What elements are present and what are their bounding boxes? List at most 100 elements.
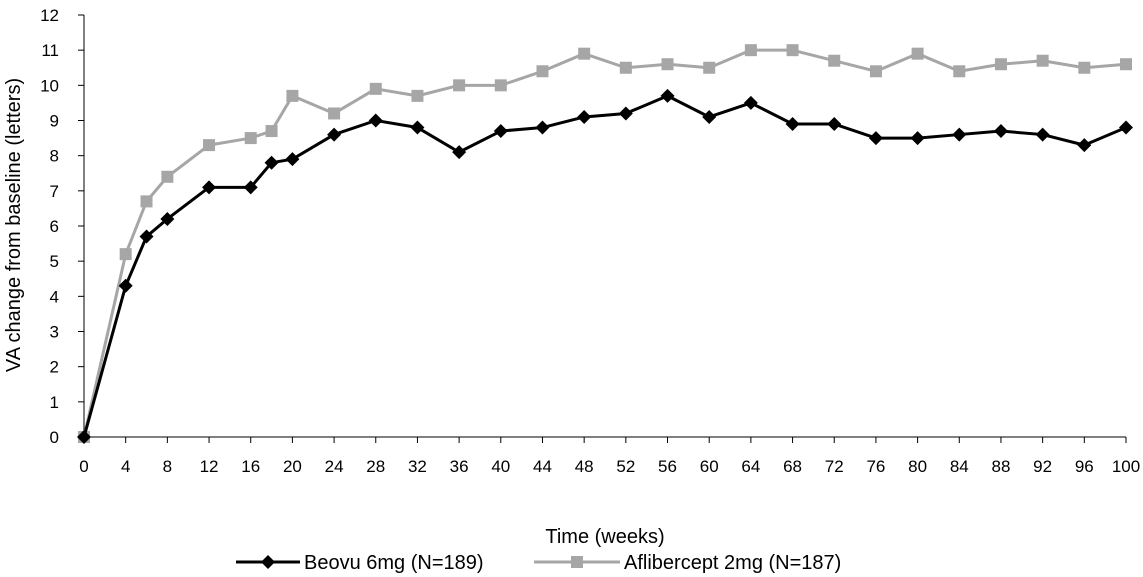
data-point xyxy=(243,180,258,195)
data-point xyxy=(785,117,800,132)
data-point xyxy=(828,54,841,67)
x-tick-label: 44 xyxy=(533,457,552,476)
data-point xyxy=(994,58,1007,71)
y-tick-label: 6 xyxy=(50,217,59,236)
x-tick-label: 56 xyxy=(658,457,677,476)
data-point xyxy=(618,106,633,121)
data-point xyxy=(264,155,279,170)
data-point xyxy=(265,125,278,138)
data-point xyxy=(661,58,674,71)
data-point xyxy=(744,44,757,57)
data-point xyxy=(535,120,550,135)
x-tick-label: 48 xyxy=(575,457,594,476)
x-tick-label: 52 xyxy=(616,457,635,476)
data-point xyxy=(952,127,967,142)
y-tick-label: 1 xyxy=(50,393,59,412)
y-tick-label: 10 xyxy=(40,76,59,95)
x-tick-label: 60 xyxy=(700,457,719,476)
data-point xyxy=(328,107,341,120)
x-tick-label: 72 xyxy=(825,457,844,476)
y-tick-label: 9 xyxy=(50,112,59,131)
data-point xyxy=(285,152,300,167)
data-point xyxy=(452,145,467,160)
series-square xyxy=(78,44,1132,443)
x-tick-label: 20 xyxy=(283,457,302,476)
data-point xyxy=(1036,54,1049,67)
x-tick-label: 92 xyxy=(1033,457,1052,476)
legend-label: Beovu 6mg (N=189) xyxy=(304,552,484,574)
x-tick-label: 76 xyxy=(866,457,885,476)
series-diamond xyxy=(77,88,1133,444)
data-point xyxy=(410,120,425,135)
y-tick-label: 4 xyxy=(50,287,59,306)
x-tick-label: 0 xyxy=(79,457,88,476)
x-tick-label: 64 xyxy=(741,457,760,476)
data-point xyxy=(578,47,591,60)
data-point xyxy=(494,79,507,92)
data-point xyxy=(868,131,883,146)
x-tick-label: 4 xyxy=(121,457,130,476)
series-group xyxy=(77,44,1133,444)
y-tick-label: 2 xyxy=(50,358,59,377)
series-line xyxy=(82,94,1127,438)
data-point xyxy=(953,65,966,78)
legend: Beovu 6mg (N=189) Aflibercept 2mg (N=187) xyxy=(236,552,841,574)
data-point xyxy=(160,211,175,226)
data-point xyxy=(140,195,153,208)
data-point xyxy=(1078,61,1091,74)
data-point xyxy=(1035,127,1050,142)
data-point xyxy=(619,61,632,74)
x-axis-title: Time (weeks) xyxy=(545,526,664,548)
x-tick-label: 40 xyxy=(491,457,510,476)
data-point xyxy=(702,109,717,124)
y-tick-label: 3 xyxy=(50,323,59,342)
x-tick-label: 88 xyxy=(991,457,1010,476)
y-tick-label: 11 xyxy=(41,41,59,60)
legend-marker xyxy=(261,555,275,569)
x-tick-label: 24 xyxy=(325,457,344,476)
legend-label: Aflibercept 2mg (N=187) xyxy=(624,552,841,574)
data-point xyxy=(910,131,925,146)
data-point xyxy=(1119,120,1133,135)
data-point xyxy=(453,79,466,92)
data-point xyxy=(202,180,217,195)
y-tick-label: 5 xyxy=(50,252,59,271)
data-point xyxy=(369,82,382,95)
x-tick-label: 36 xyxy=(450,457,469,476)
legend-item: Beovu 6mg (N=189) xyxy=(236,552,484,574)
y-tick-label: 12 xyxy=(40,6,59,25)
x-tick-label: 28 xyxy=(366,457,385,476)
data-point xyxy=(244,132,257,145)
y-axis-title: VA change from baseline (letters) xyxy=(3,78,25,372)
series-line xyxy=(82,48,1127,438)
x-tick-label: 80 xyxy=(908,457,927,476)
y-tick-label: 8 xyxy=(50,147,59,166)
data-point xyxy=(703,61,716,74)
data-point xyxy=(536,65,549,78)
data-point xyxy=(119,248,132,261)
x-tick-label: 100 xyxy=(1112,457,1140,476)
data-point xyxy=(139,229,154,244)
x-tick-label: 84 xyxy=(950,457,969,476)
data-point xyxy=(786,44,799,57)
data-point xyxy=(827,117,842,132)
data-point xyxy=(993,124,1008,139)
x-tick-label: 68 xyxy=(783,457,802,476)
data-point xyxy=(493,124,508,139)
data-point xyxy=(743,95,758,110)
data-point xyxy=(77,430,91,444)
legend-item: Aflibercept 2mg (N=187) xyxy=(534,552,841,574)
x-tick-label: 96 xyxy=(1075,457,1094,476)
x-tick-label: 32 xyxy=(408,457,427,476)
data-point xyxy=(411,89,424,102)
data-point xyxy=(286,89,299,102)
data-point xyxy=(1120,58,1132,71)
data-point xyxy=(577,109,592,124)
axes xyxy=(78,14,1127,443)
data-point xyxy=(161,170,174,183)
data-point xyxy=(660,88,675,103)
data-point xyxy=(368,113,383,128)
x-tick-label: 8 xyxy=(163,457,172,476)
